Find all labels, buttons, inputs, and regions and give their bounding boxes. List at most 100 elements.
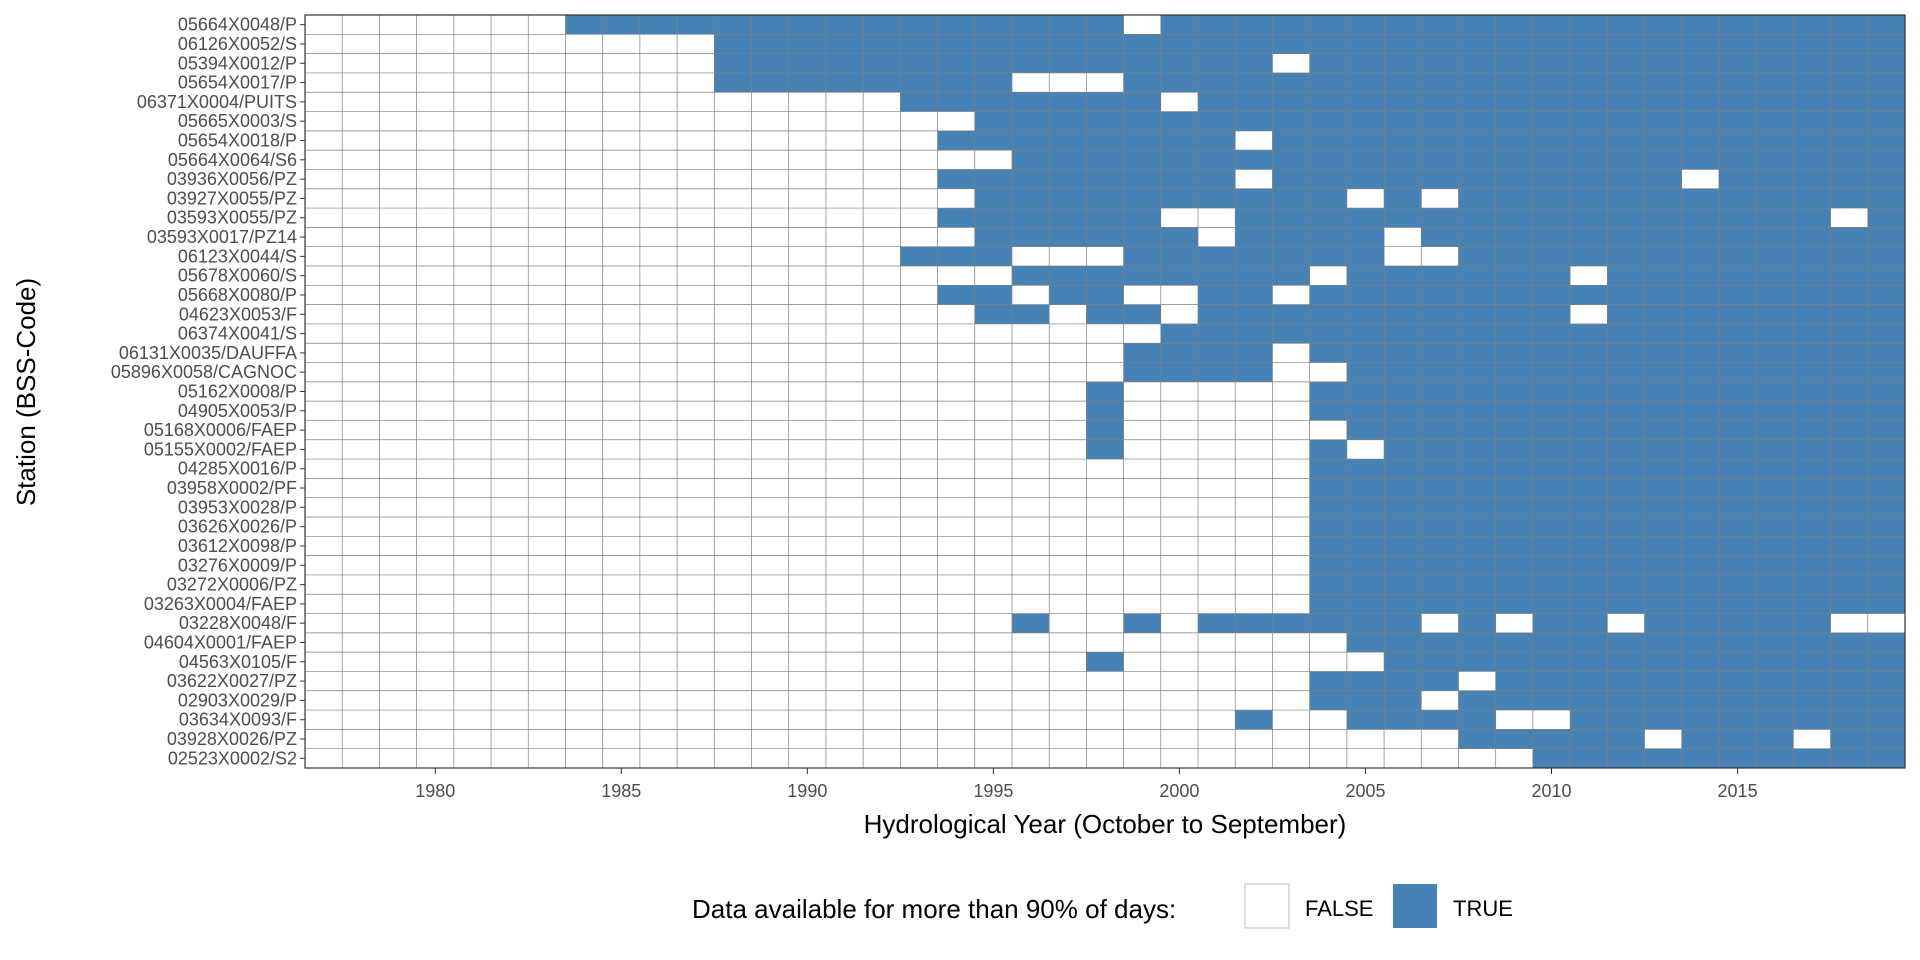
heatmap-cell <box>491 517 529 537</box>
heatmap-cell <box>1458 150 1496 170</box>
heatmap-cell <box>1049 517 1087 537</box>
heatmap-cell <box>1830 594 1868 614</box>
heatmap-cell <box>1495 381 1533 402</box>
heatmap-cell <box>1346 497 1385 517</box>
heatmap-cell <box>1756 690 1794 711</box>
heatmap-cell <box>788 613 826 633</box>
heatmap-cell <box>565 613 603 633</box>
heatmap-cell <box>305 574 343 595</box>
heatmap-cell <box>1049 555 1087 575</box>
heatmap-cell <box>825 34 864 54</box>
heatmap-cell <box>565 690 603 711</box>
heatmap-cell <box>491 401 529 421</box>
heatmap-cell <box>1346 362 1385 382</box>
heatmap-cell <box>1272 748 1310 768</box>
heatmap-cell <box>1793 555 1831 575</box>
heatmap-cell <box>528 188 566 209</box>
heatmap-cell <box>1235 555 1273 575</box>
heatmap-cell <box>900 208 938 228</box>
heatmap-cell <box>974 401 1012 421</box>
heatmap-cell <box>1867 439 1905 460</box>
heatmap-cell <box>1830 92 1868 112</box>
heatmap-cell <box>305 188 343 209</box>
heatmap-cell <box>1830 304 1868 324</box>
heatmap-cell <box>714 72 752 93</box>
heatmap-cell <box>342 15 380 35</box>
heatmap-cell <box>1421 208 1459 228</box>
heatmap-cell <box>1532 671 1571 691</box>
heatmap-cell <box>1458 710 1496 730</box>
heatmap-cell <box>1272 169 1310 189</box>
heatmap-cell <box>937 555 975 575</box>
heatmap-cell <box>453 497 492 517</box>
heatmap-cell <box>1793 227 1831 247</box>
heatmap-cell <box>1086 401 1124 421</box>
heatmap-cell <box>1309 594 1347 614</box>
heatmap-cell <box>379 574 417 595</box>
heatmap-cell <box>1086 227 1124 247</box>
heatmap-cell <box>1681 169 1719 189</box>
heatmap-cell <box>1607 72 1645 93</box>
heatmap-cell <box>639 536 678 556</box>
heatmap-cell <box>825 690 864 711</box>
heatmap-cell <box>1830 362 1868 382</box>
heatmap-cell <box>1123 92 1161 112</box>
heatmap-cell <box>900 92 938 112</box>
heatmap-cell <box>1421 92 1459 112</box>
heatmap-cell <box>528 478 566 498</box>
heatmap-cell <box>1570 671 1608 691</box>
heatmap-cell <box>1644 53 1682 73</box>
heatmap-cell <box>1086 285 1124 305</box>
heatmap-cell <box>825 304 864 324</box>
heatmap-cell <box>1681 34 1719 54</box>
heatmap-cell <box>1495 343 1533 363</box>
heatmap-cell <box>453 323 492 344</box>
heatmap-cell <box>825 613 864 633</box>
heatmap-cell <box>1049 497 1087 517</box>
heatmap-cell <box>1011 169 1050 189</box>
heatmap-cell <box>825 150 864 170</box>
heatmap-cell <box>937 285 975 305</box>
heatmap-cell <box>788 130 826 151</box>
heatmap-cell <box>342 632 380 653</box>
heatmap-cell <box>1644 227 1682 247</box>
heatmap-cell <box>714 652 752 672</box>
heatmap-cell <box>1607 459 1645 479</box>
heatmap-cell <box>677 710 715 730</box>
heatmap-cell <box>1049 130 1087 151</box>
heatmap-cell <box>1235 246 1273 266</box>
heatmap-cell <box>1458 420 1496 440</box>
heatmap-cell <box>1644 690 1682 711</box>
heatmap-cell <box>379 208 417 228</box>
heatmap-cell <box>379 381 417 402</box>
heatmap-cell <box>1272 459 1310 479</box>
heatmap-cell <box>491 555 529 575</box>
heatmap-cell <box>1718 632 1757 653</box>
heatmap-cell <box>1384 555 1422 575</box>
heatmap-cell <box>1123 208 1161 228</box>
heatmap-cell <box>491 594 529 614</box>
heatmap-cell <box>1607 710 1645 730</box>
heatmap-cell <box>1049 401 1087 421</box>
heatmap-cell <box>1718 111 1757 131</box>
heatmap-cell <box>1570 748 1608 768</box>
heatmap-cell <box>751 459 789 479</box>
heatmap-cell <box>1086 710 1124 730</box>
heatmap-cell <box>602 188 640 209</box>
heatmap-cell <box>342 362 380 382</box>
heatmap-cell <box>1458 574 1496 595</box>
heatmap-cell <box>1235 266 1273 286</box>
heatmap-cell <box>1049 304 1087 324</box>
heatmap-cell <box>565 208 603 228</box>
heatmap-cell <box>751 439 789 460</box>
heatmap-cell <box>1198 613 1236 633</box>
heatmap-cell <box>491 343 529 363</box>
heatmap-cell <box>639 613 678 633</box>
heatmap-cell <box>1532 632 1571 653</box>
heatmap-cell <box>639 246 678 266</box>
heatmap-cell <box>1309 478 1347 498</box>
heatmap-cell <box>974 266 1012 286</box>
heatmap-cell <box>1421 381 1459 402</box>
heatmap-cell <box>602 323 640 344</box>
heatmap-cell <box>1644 208 1682 228</box>
